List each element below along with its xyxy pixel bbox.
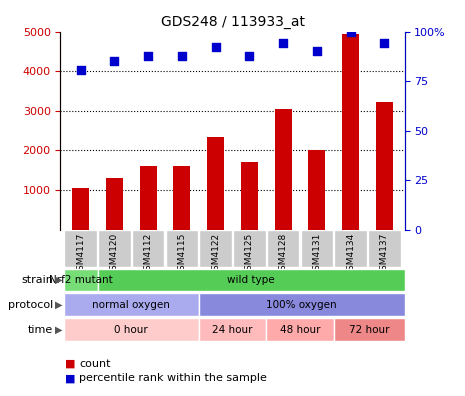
Text: GSM4117: GSM4117 bbox=[76, 233, 85, 276]
Point bbox=[145, 53, 152, 59]
Bar bbox=[64, 293, 199, 316]
Text: strain: strain bbox=[21, 275, 53, 285]
Point bbox=[246, 53, 253, 59]
Bar bbox=[368, 230, 400, 267]
Bar bbox=[64, 268, 98, 291]
Text: ▶: ▶ bbox=[55, 275, 62, 285]
Text: GSM4120: GSM4120 bbox=[110, 233, 119, 276]
Bar bbox=[64, 318, 199, 341]
Text: GSM4128: GSM4128 bbox=[279, 233, 288, 276]
Bar bbox=[199, 293, 405, 316]
Text: GSM4112: GSM4112 bbox=[144, 233, 153, 276]
Text: 100% oxygen: 100% oxygen bbox=[266, 300, 337, 310]
Bar bbox=[275, 109, 292, 230]
Bar bbox=[308, 150, 326, 230]
Point bbox=[347, 29, 354, 35]
Text: GSM4137: GSM4137 bbox=[380, 233, 389, 276]
Bar bbox=[207, 137, 224, 230]
Bar bbox=[334, 230, 367, 267]
Text: protocol: protocol bbox=[8, 300, 53, 310]
Text: percentile rank within the sample: percentile rank within the sample bbox=[79, 373, 267, 383]
Text: count: count bbox=[79, 358, 111, 369]
Title: GDS248 / 113933_at: GDS248 / 113933_at bbox=[160, 15, 305, 29]
Text: GSM4131: GSM4131 bbox=[312, 233, 321, 276]
Point bbox=[178, 53, 186, 59]
Bar bbox=[267, 230, 299, 267]
Bar bbox=[301, 230, 333, 267]
Text: ■: ■ bbox=[65, 373, 76, 383]
Bar bbox=[199, 318, 266, 341]
Text: 24 hour: 24 hour bbox=[212, 325, 253, 335]
Text: time: time bbox=[28, 325, 53, 335]
Bar bbox=[334, 318, 405, 341]
Point bbox=[279, 40, 287, 46]
Text: GSM4125: GSM4125 bbox=[245, 233, 254, 276]
Bar bbox=[132, 230, 164, 267]
Point bbox=[77, 67, 85, 74]
Bar bbox=[173, 166, 190, 230]
Text: 0 hour: 0 hour bbox=[114, 325, 148, 335]
Bar bbox=[233, 230, 266, 267]
Bar bbox=[72, 188, 89, 230]
Point bbox=[111, 58, 118, 65]
Text: ■: ■ bbox=[65, 358, 76, 369]
Point bbox=[380, 40, 388, 46]
Text: 72 hour: 72 hour bbox=[349, 325, 389, 335]
Text: ▶: ▶ bbox=[55, 300, 62, 310]
Text: ▶: ▶ bbox=[55, 325, 62, 335]
Text: wild type: wild type bbox=[227, 275, 275, 285]
Point bbox=[313, 48, 320, 55]
Text: GSM4122: GSM4122 bbox=[211, 233, 220, 276]
Bar bbox=[106, 178, 123, 230]
Point bbox=[212, 44, 219, 50]
Bar bbox=[140, 166, 157, 230]
Bar bbox=[98, 268, 405, 291]
Text: Nrf2 mutant: Nrf2 mutant bbox=[49, 275, 113, 285]
Text: GSM4134: GSM4134 bbox=[346, 233, 355, 276]
Text: GSM4115: GSM4115 bbox=[177, 233, 186, 276]
Bar bbox=[342, 34, 359, 230]
Bar bbox=[199, 230, 232, 267]
Bar bbox=[241, 162, 258, 230]
Bar bbox=[166, 230, 198, 267]
Bar bbox=[266, 318, 334, 341]
Text: 48 hour: 48 hour bbox=[280, 325, 320, 335]
Bar bbox=[98, 230, 131, 267]
Text: normal oxygen: normal oxygen bbox=[93, 300, 170, 310]
Bar bbox=[65, 230, 97, 267]
Bar bbox=[376, 102, 393, 230]
